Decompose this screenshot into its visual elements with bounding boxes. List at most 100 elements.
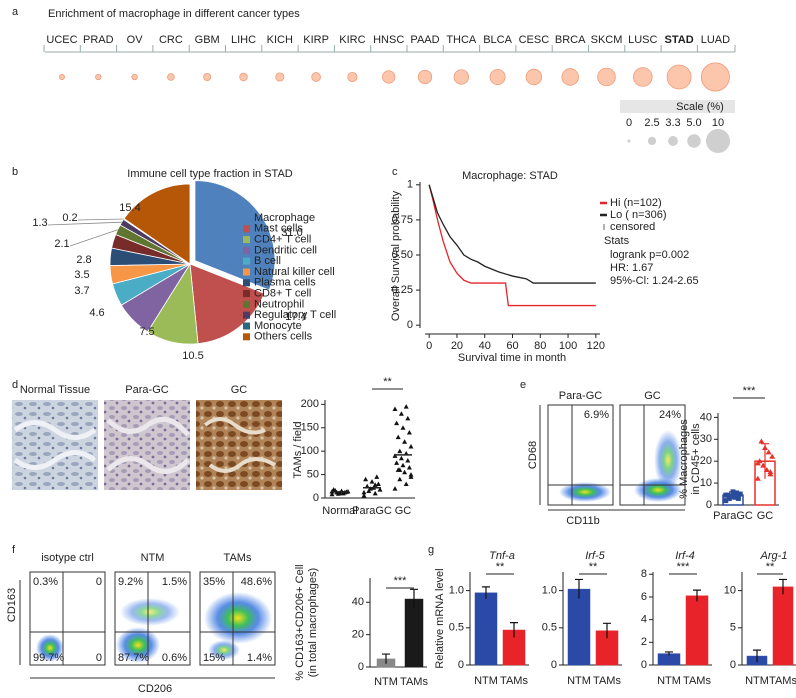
x-tick-label: 60	[506, 340, 518, 352]
legend-swatch	[243, 225, 250, 233]
y-axis-label: in CD45+ cells	[690, 423, 702, 495]
x-axis-label: Survival time in month	[458, 352, 566, 364]
x-tick-label: LUSC	[628, 34, 657, 46]
pie-slice	[189, 263, 265, 345]
legend-swatch	[243, 246, 250, 254]
quadrant-value: 9.2%	[118, 576, 143, 588]
panel-letter: b	[12, 166, 18, 178]
bubble	[489, 69, 506, 85]
stats-title: Stats	[604, 235, 630, 247]
data-point	[363, 476, 369, 482]
y-tick-label: 5	[730, 622, 736, 634]
error-bar	[603, 622, 611, 639]
y-axis-label: % CD163+CD206+ Cell	[294, 564, 306, 680]
y-axis-label: Relative mRNA level	[434, 568, 446, 668]
stats-text: logrank p=0.002	[610, 249, 689, 261]
flow-plot	[547, 404, 614, 506]
data-point	[400, 462, 406, 468]
x-tick-label: NTM	[474, 675, 498, 687]
micrograph-detail	[106, 416, 190, 474]
error-bar	[693, 589, 701, 602]
flow-title: isotype ctrl	[41, 552, 94, 564]
panel-letter: f	[12, 544, 16, 556]
y-tick-label: 6	[641, 591, 647, 603]
data-point	[754, 475, 761, 481]
data-point	[397, 467, 403, 472]
leader-line	[69, 229, 118, 247]
bar	[404, 598, 424, 668]
panel-letter: a	[12, 6, 19, 18]
x-tick-label: TAMs	[593, 675, 621, 687]
y-tick-label: 0.5	[542, 622, 557, 634]
data-point	[329, 491, 335, 497]
flow-title: NTM	[141, 552, 165, 564]
quadrant-value: 99.7%	[33, 652, 64, 664]
x-tick-label: LUAD	[701, 34, 730, 46]
data-point	[730, 489, 736, 495]
chart-title: Immune cell type fraction in STAD	[127, 168, 293, 180]
x-tick-label: TAMs	[500, 675, 528, 687]
significance: **	[589, 561, 598, 573]
y-tick-label: 4	[641, 614, 647, 626]
survival-line	[428, 184, 596, 307]
error-bar	[410, 588, 418, 609]
y-tick-label: 0	[730, 659, 736, 671]
x-tick-label: 80	[534, 340, 546, 352]
micrograph-label: Normal Tissue	[20, 384, 90, 396]
micrograph	[12, 400, 98, 490]
panel-letter: c	[392, 166, 398, 178]
data-point	[397, 448, 403, 454]
significance: **	[496, 561, 505, 573]
flow-cells	[36, 430, 682, 663]
x-tick-label: Normal	[322, 505, 357, 517]
data-point	[375, 481, 381, 486]
legend-label: censored	[610, 221, 655, 233]
chart-title: Tnf-a	[489, 550, 515, 562]
bubble	[453, 69, 469, 85]
legend-swatch	[243, 333, 250, 341]
gate-value: 24%	[659, 409, 681, 421]
legend-label: Monocyte	[254, 320, 302, 332]
gate-value: 6.9%	[584, 409, 609, 421]
data-point	[765, 449, 772, 455]
quadrant-value: 0.6%	[162, 652, 187, 664]
bar	[772, 586, 794, 666]
flow-xlabel: CD206	[138, 683, 172, 695]
data-point	[769, 453, 776, 459]
legend-label: Plasma cells	[254, 277, 316, 289]
legend-label: 2.5	[644, 117, 659, 129]
bubble	[561, 68, 579, 86]
bubble	[597, 67, 616, 87]
legend-swatch	[243, 300, 250, 308]
x-tick-label: PRAD	[83, 34, 114, 46]
data-point	[406, 465, 412, 470]
quadrant-value: 1.4%	[247, 652, 272, 664]
y-tick-label: 0	[313, 492, 319, 504]
x-tick-label: OV	[127, 34, 144, 46]
data-point	[395, 434, 401, 440]
legend-size	[706, 129, 730, 153]
significance: ***	[743, 385, 757, 397]
x-tick-label: BLCA	[483, 34, 512, 46]
chart-title: Arg-1	[760, 550, 788, 562]
legend-label: Hi (n=102)	[610, 197, 662, 209]
y-axis-label: Overall Survival probability	[390, 190, 402, 321]
x-tick-label: CESC	[519, 34, 550, 46]
bubble	[347, 71, 358, 83]
micrograph-label: GC	[231, 384, 248, 396]
quadrant-value: 1.5%	[162, 576, 187, 588]
data-point	[762, 445, 768, 451]
data-label: 2.8	[76, 254, 91, 266]
flow-title: Para-GC	[559, 390, 602, 402]
legend-label: CD4+ T cell	[254, 234, 311, 246]
legend-label: 5.0	[686, 117, 701, 129]
data-point	[366, 488, 372, 493]
bubble	[417, 69, 433, 85]
bar	[567, 588, 591, 666]
data-label: 10.5	[182, 350, 203, 362]
x-tick-label: ParaGC	[713, 510, 753, 522]
x-tick-label: UCEC	[46, 34, 77, 46]
x-tick-label: 0	[426, 340, 432, 352]
